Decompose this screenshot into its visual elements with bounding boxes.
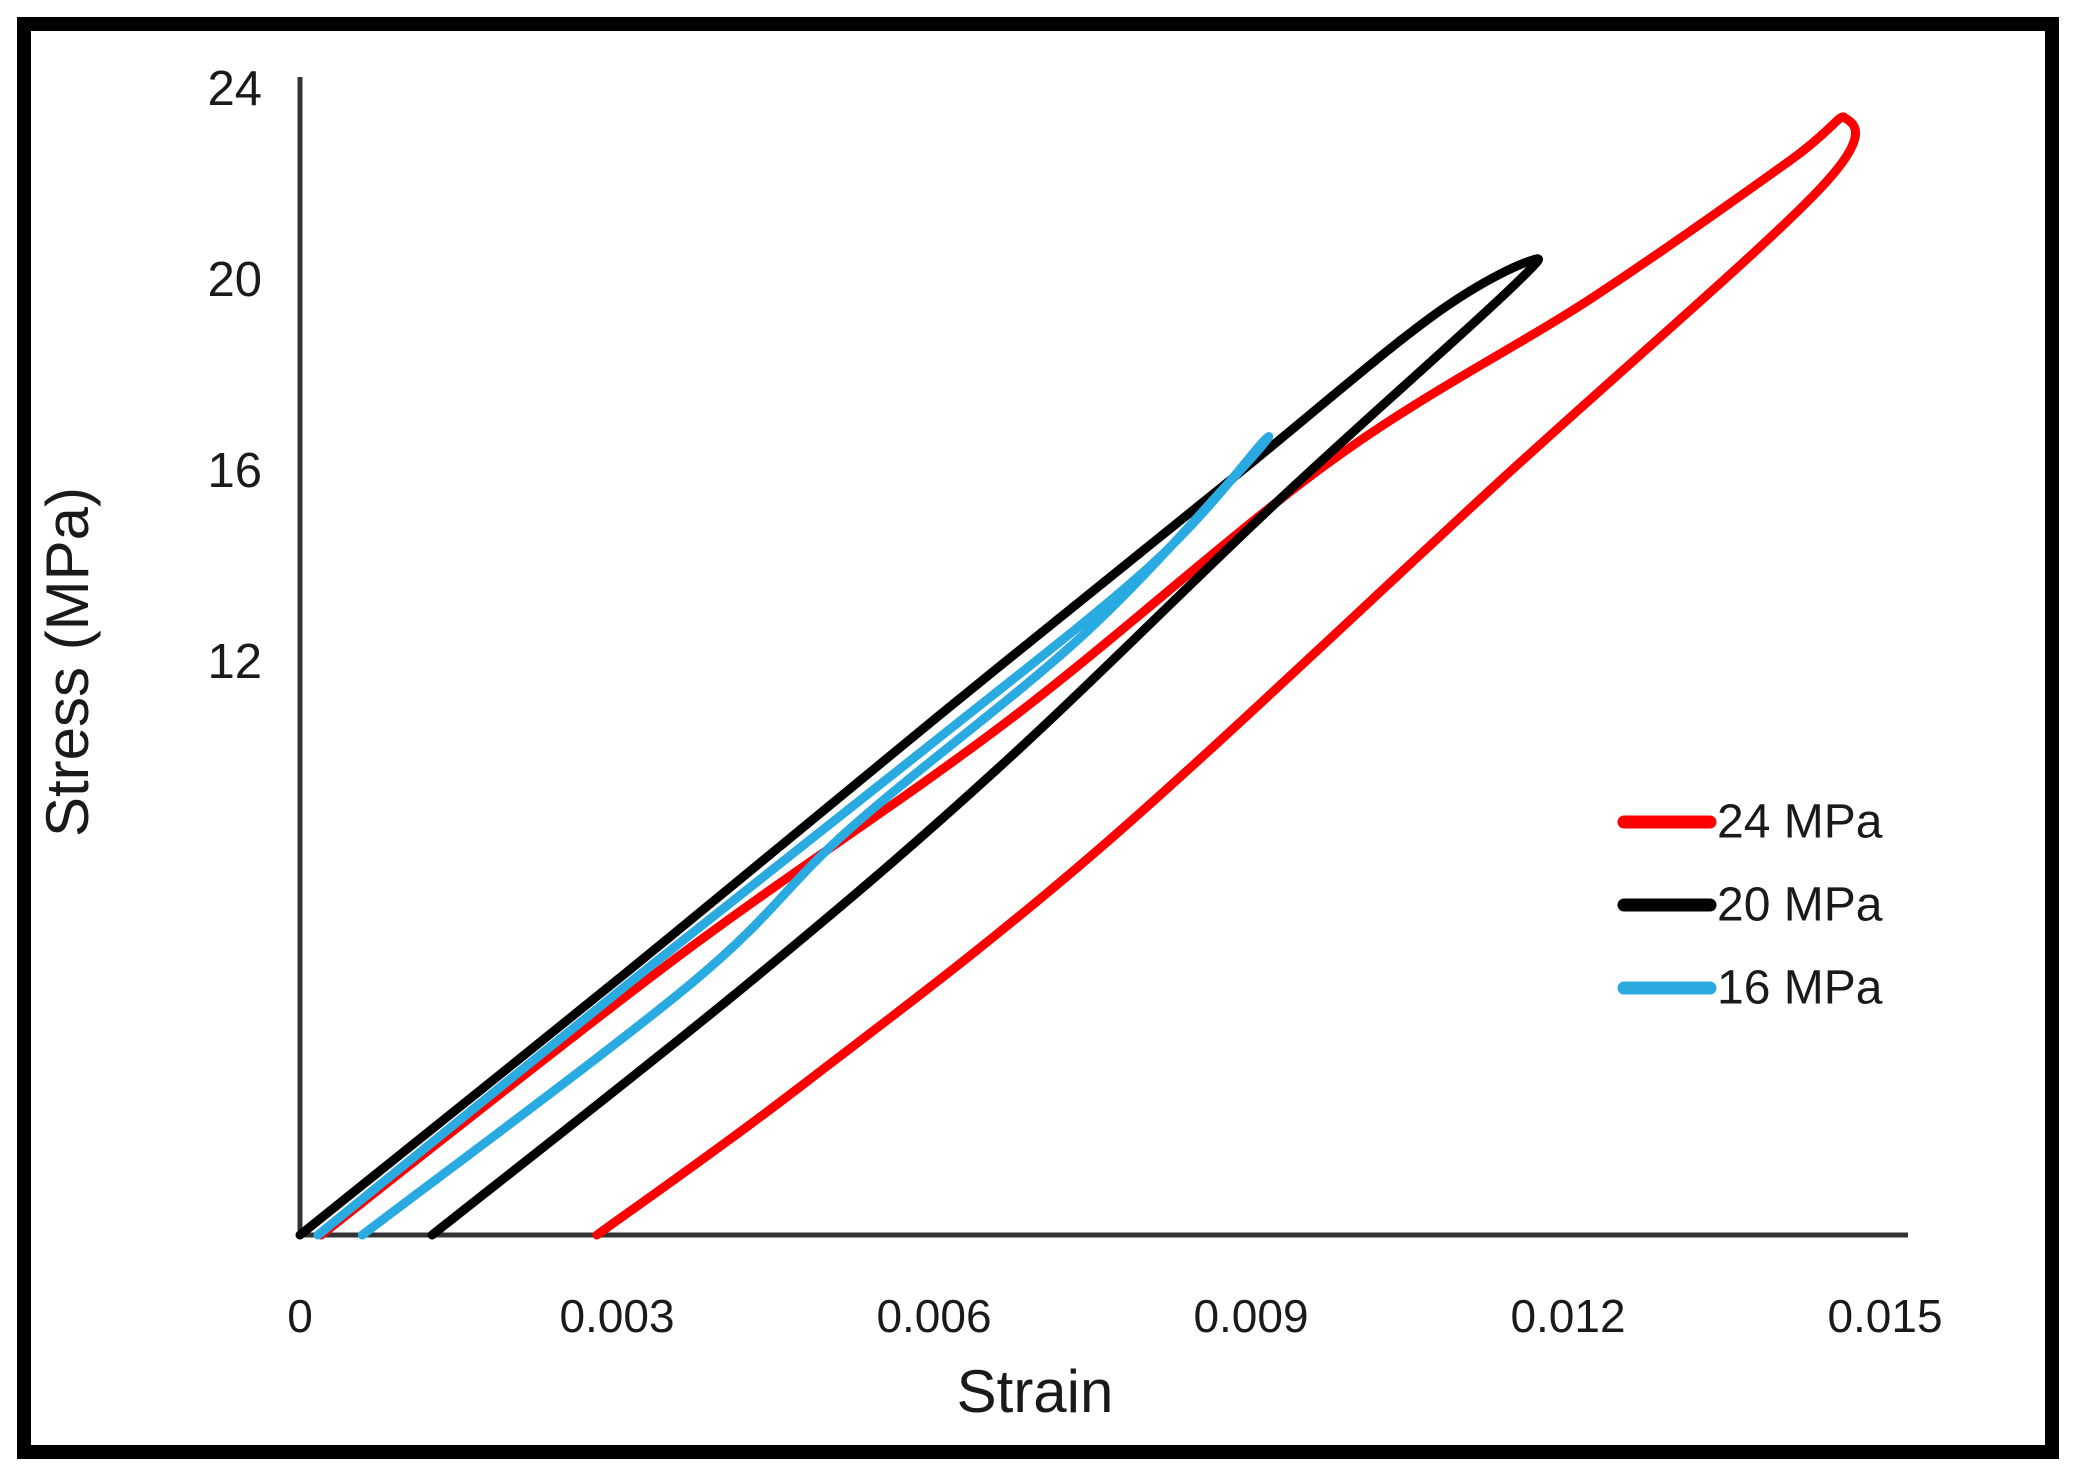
curve-20mpa [295,254,1543,1240]
figure-border [17,17,2059,1459]
curve-16mpa [313,432,1274,1240]
x-tick-labels: 0 0.003 0.006 0.009 0.012 0.015 [287,1290,1942,1342]
y-tick-labels: 24 20 16 12 [207,62,262,689]
curve-24mpa [316,112,1860,1240]
x-tick-0009: 0.009 [1193,1290,1308,1342]
y-tick-16: 16 [207,444,262,498]
y-tick-20: 20 [207,253,262,307]
x-tick-0012: 0.012 [1510,1290,1625,1342]
legend-label-24mpa: 24 MPa [1717,796,1883,849]
x-tick-0: 0 [287,1290,313,1342]
x-tick-0003: 0.003 [559,1290,674,1342]
y-tick-24: 24 [207,62,262,116]
legend-item-16mpa: 16 MPa [1617,962,1883,1015]
legend-label-16mpa: 16 MPa [1717,962,1883,1015]
legend: 24 MPa 20 MPa 16 MPa [1617,796,1883,1015]
legend-item-20mpa: 20 MPa [1617,879,1883,932]
y-axis-title: Stress (MPa) [34,487,101,837]
legend-item-24mpa: 24 MPa [1617,796,1883,849]
x-tick-0006: 0.006 [876,1290,991,1342]
legend-label-20mpa: 20 MPa [1717,879,1883,932]
x-tick-0015: 0.015 [1827,1290,1942,1342]
y-tick-12: 12 [207,635,262,689]
x-axis-title: Strain [957,1358,1114,1425]
plot-area [295,112,1860,1240]
